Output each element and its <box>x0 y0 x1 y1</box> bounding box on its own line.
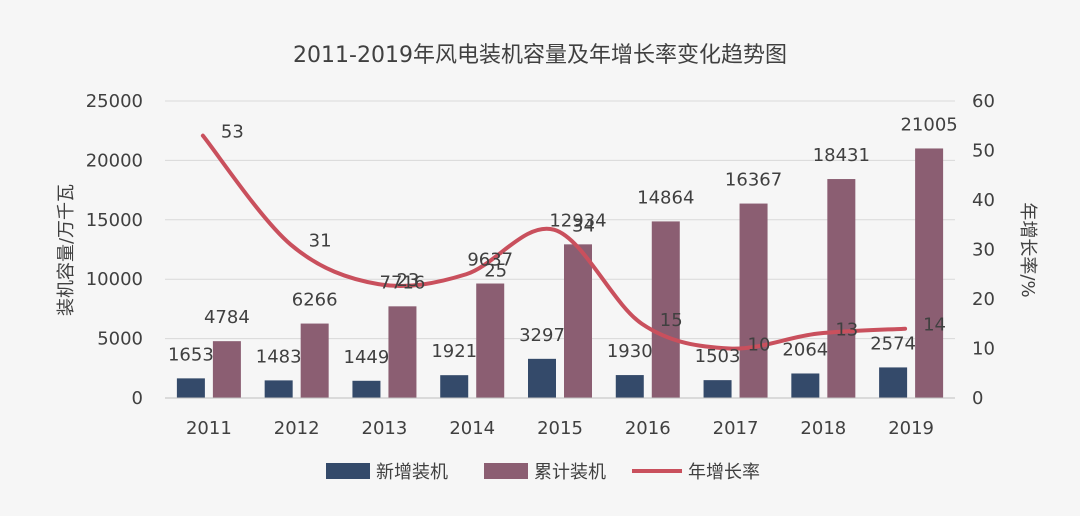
bar-cumulative-2018 <box>827 179 856 398</box>
x-tick-label: 2011 <box>186 418 232 439</box>
x-tick-label: 2016 <box>625 418 671 439</box>
label-cumulative-2017: 16367 <box>725 170 782 191</box>
left-tick-label: 5000 <box>97 329 143 350</box>
right-tick-label: 50 <box>972 141 995 162</box>
left-tick-label: 25000 <box>86 91 143 112</box>
bar-layer <box>176 148 944 398</box>
label-rate-2019: 14 <box>923 315 946 336</box>
bar-cumulative-2019 <box>915 148 944 398</box>
label-cumulative-2013: 7716 <box>380 272 426 293</box>
label-new-2016: 1930 <box>607 341 653 362</box>
grid-layer <box>165 100 955 340</box>
bar-new-2016 <box>615 375 644 398</box>
label-rate-2014: 25 <box>484 260 507 281</box>
x-tick-label: 2017 <box>713 418 759 439</box>
bar-cumulative-2017 <box>739 203 768 398</box>
axis-layer: 0 5000 10000 15000 20000 25000 0 10 20 30 40 50 60 20… <box>86 91 995 439</box>
label-cumulative-2018: 18431 <box>813 145 870 166</box>
label-new-2018: 2064 <box>782 339 828 360</box>
bar-new-2012 <box>264 380 293 398</box>
line-layer <box>200 133 908 351</box>
legend-item-0: 新增装机 <box>326 462 448 483</box>
chart-title: 2011-2019年风电装机容量及年增长率变化趋势图 <box>293 43 787 68</box>
label-rate-2015: 34 <box>572 216 595 237</box>
label-cumulative-2011: 4784 <box>204 307 250 328</box>
label-rate-2018: 13 <box>835 320 858 341</box>
right-tick-label: 40 <box>972 190 995 211</box>
x-tick-label: 2013 <box>362 418 408 439</box>
label-new-2013: 1449 <box>344 347 390 368</box>
left-axis-label: 装机容量/万千瓦 <box>56 184 77 316</box>
legend-item-1: 累计装机 <box>484 462 606 483</box>
label-cumulative-2014: 9637 <box>467 250 513 271</box>
x-tick-label: 2012 <box>274 418 320 439</box>
bar-cumulative-2014 <box>476 283 505 398</box>
label-new-2017: 1503 <box>695 346 741 367</box>
legend-label-2: 年增长率 <box>688 462 760 483</box>
bar-new-2014 <box>440 375 469 398</box>
right-tick-label: 60 <box>972 91 995 112</box>
bar-new-2019 <box>879 367 908 398</box>
bar-cumulative-2015 <box>564 244 592 398</box>
left-tick-label: 15000 <box>86 210 143 231</box>
label-cumulative-2015: 12934 <box>549 210 606 231</box>
label-rate-2012: 31 <box>309 231 332 252</box>
x-tick-label: 2014 <box>449 418 495 439</box>
left-tick-label: 20000 <box>86 150 143 171</box>
label-rate-2013: 23 <box>396 270 419 291</box>
label-cumulative-2012: 6266 <box>292 290 338 311</box>
label-new-2014: 1921 <box>431 341 477 362</box>
label-layer: 1653 4784 1483 6266 1449 7716 1921 9637 3297 1293… <box>168 114 958 367</box>
legend-label-1: 累计装机 <box>534 462 606 483</box>
right-tick-label: 30 <box>972 240 995 261</box>
x-tick-label: 2015 <box>537 418 583 439</box>
right-tick-label: 10 <box>972 339 995 360</box>
bar-new-2011 <box>176 378 205 398</box>
legend-swatch-0 <box>326 463 370 479</box>
legend-item-2: 年增长率 <box>632 462 760 483</box>
bar-new-2013 <box>352 380 381 398</box>
bar-cumulative-2013 <box>388 306 417 398</box>
label-rate-2016: 15 <box>660 310 683 331</box>
x-tick-label: 2019 <box>888 418 934 439</box>
bar-cumulative-2016 <box>651 221 680 398</box>
bar-cumulative-2012 <box>300 323 329 398</box>
legend-swatch-1 <box>484 463 528 479</box>
label-new-2011: 1653 <box>168 344 214 365</box>
right-axis-label: 年增长率/% <box>1017 202 1038 297</box>
label-cumulative-2019: 21005 <box>900 114 957 135</box>
label-new-2015: 3297 <box>519 325 565 346</box>
bar-cumulative-2011 <box>212 341 241 398</box>
label-new-2012: 1483 <box>256 346 302 367</box>
x-tick-label: 2018 <box>800 418 846 439</box>
label-rate-2017: 10 <box>748 335 771 356</box>
bar-new-2018 <box>791 373 820 398</box>
label-rate-2011: 53 <box>221 122 244 143</box>
bar-new-2017 <box>703 380 732 398</box>
bar-new-2015 <box>528 358 556 398</box>
right-tick-label: 20 <box>972 289 995 310</box>
label-new-2019: 2574 <box>870 333 916 354</box>
right-tick-label: 0 <box>972 388 983 409</box>
label-cumulative-2016: 14864 <box>637 187 694 208</box>
left-tick-label: 0 <box>132 388 143 409</box>
legend-label-0: 新增装机 <box>376 462 448 483</box>
legend: 新增装机 累计装机 年增长率 <box>326 462 760 483</box>
left-tick-label: 10000 <box>86 269 143 290</box>
